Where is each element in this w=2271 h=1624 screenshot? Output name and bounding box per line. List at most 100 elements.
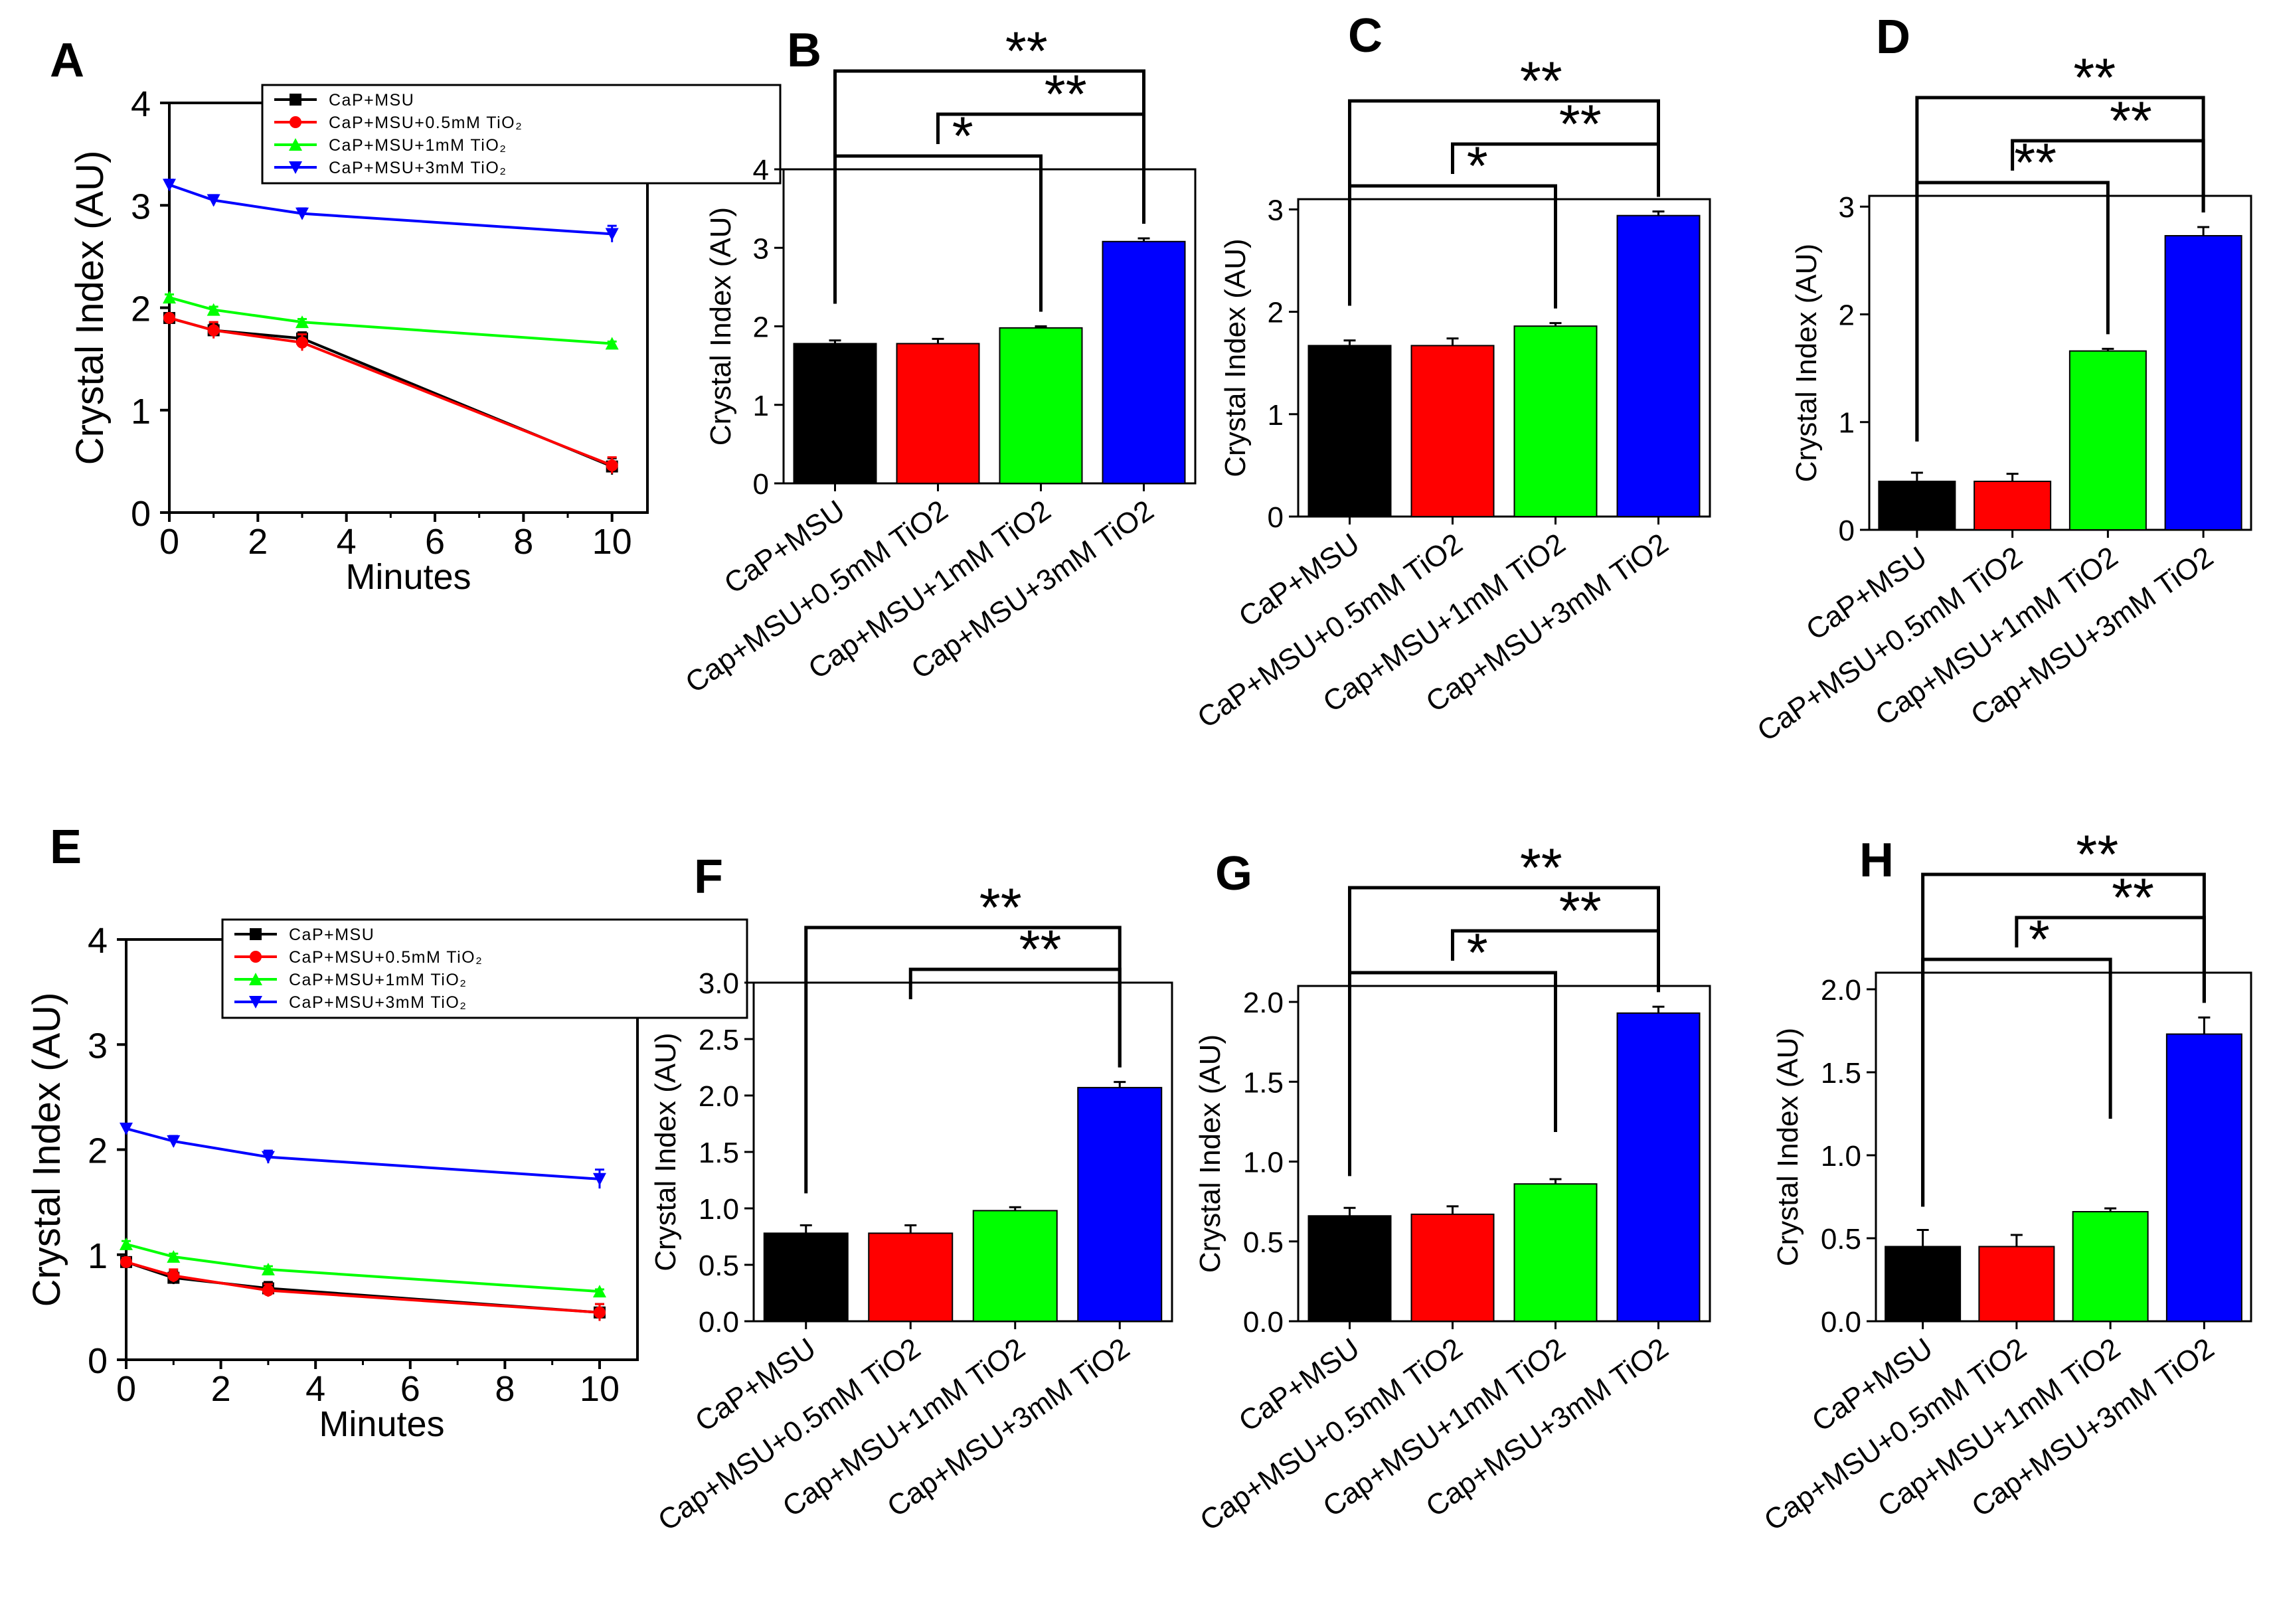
series-line <box>126 1127 600 1180</box>
series-line <box>169 296 612 345</box>
y-axis-label: Crystal Index (AU) <box>1790 244 1823 482</box>
plot-frame <box>1868 195 2252 531</box>
bar <box>2164 235 2242 530</box>
plot-frame <box>1297 198 1711 518</box>
y-tick-label: 0.5 <box>1243 1226 1284 1259</box>
significance-bracket <box>1348 184 1557 309</box>
legend-label: CaP+MSU+0.5mM TiO₂ <box>329 114 523 132</box>
bar <box>999 327 1083 484</box>
data-point <box>261 1262 275 1275</box>
bar <box>1513 1183 1598 1322</box>
x-tick-label: 10 <box>580 1369 620 1409</box>
bar <box>1102 240 1186 484</box>
legend-marker <box>289 161 302 174</box>
y-tick-label: 0.0 <box>1821 1306 1861 1339</box>
y-tick-label: 2.0 <box>699 1080 739 1113</box>
legend-marker <box>250 951 262 963</box>
bar <box>1307 1215 1392 1323</box>
y-tick-label: 3.0 <box>699 967 739 1000</box>
significance-label: ** <box>2076 825 2118 885</box>
data-point <box>296 336 308 349</box>
y-axis-label: Crystal Index (AU) <box>1219 238 1252 477</box>
y-tick-label: 2 <box>753 311 769 344</box>
y-tick-label: 4 <box>753 154 769 187</box>
y-tick-label: 1.0 <box>699 1193 739 1226</box>
significance-label: * <box>1467 136 1488 197</box>
panel-letter: E <box>50 821 82 874</box>
y-tick-label: 0 <box>88 1341 108 1381</box>
bar <box>1307 345 1392 517</box>
bar <box>972 1210 1058 1323</box>
panel-letter: A <box>50 34 84 87</box>
data-point <box>295 207 309 220</box>
y-axis-label: Crystal Index (AU) <box>649 1032 682 1271</box>
x-tick-label: 6 <box>400 1369 420 1409</box>
legend-marker <box>250 928 262 940</box>
data-point <box>207 324 220 337</box>
data-point <box>163 179 176 192</box>
data-point <box>163 291 176 304</box>
significance-bracket <box>1348 886 1660 1177</box>
data-point <box>167 1269 180 1282</box>
x-tick-label: 8 <box>495 1369 515 1409</box>
bar <box>1513 325 1598 517</box>
y-tick-label: 4 <box>131 84 151 124</box>
y-tick-label: 3 <box>1268 194 1284 226</box>
y-tick-label: 0.5 <box>1821 1223 1861 1256</box>
data-point <box>605 228 619 241</box>
data-point <box>207 303 220 316</box>
bar <box>1616 1012 1701 1323</box>
y-tick-label: 3 <box>1839 191 1855 224</box>
y-tick-label: 1 <box>131 392 151 432</box>
x-axis-label: Minutes <box>345 557 471 597</box>
legend-label: CaP+MSU <box>289 926 375 944</box>
panel-letter: B <box>787 24 821 77</box>
y-tick-label: 0 <box>1839 515 1855 547</box>
significance-label: ** <box>2110 91 2152 151</box>
bar <box>896 343 980 485</box>
x-tick-label: 2 <box>211 1369 231 1409</box>
significance-bracket <box>833 154 1043 312</box>
legend-marker <box>290 94 301 106</box>
y-tick-label: 1 <box>88 1236 108 1276</box>
significance-label: ** <box>1005 21 1048 82</box>
bar <box>1885 1246 1962 1322</box>
bar <box>1410 345 1495 517</box>
panel-letter: H <box>1859 834 1894 887</box>
x-tick-label: 8 <box>513 522 533 562</box>
significance-bracket <box>833 69 1145 304</box>
significance-label: ** <box>1045 64 1087 125</box>
legend-label: CaP+MSU+1mM TiO₂ <box>329 136 507 155</box>
data-point <box>120 1237 133 1250</box>
y-tick-label: 0.5 <box>699 1250 739 1282</box>
y-tick-label: 2.0 <box>1243 987 1284 1019</box>
data-point <box>593 1306 606 1319</box>
y-tick-label: 0 <box>1268 501 1284 534</box>
y-tick-label: 1.5 <box>1821 1057 1861 1090</box>
panel-letter: C <box>1348 9 1383 62</box>
y-tick-label: 2 <box>131 289 151 329</box>
data-point <box>167 1250 181 1263</box>
series-line <box>126 1260 600 1314</box>
bar <box>793 343 877 485</box>
legend-marker <box>289 138 302 151</box>
y-tick-label: 0 <box>753 468 769 501</box>
legend-box <box>221 918 748 1019</box>
significance-bracket <box>804 926 1122 1194</box>
y-axis-label: Crystal Index (AU) <box>1194 1034 1226 1273</box>
data-point <box>261 1151 275 1164</box>
significance-label: ** <box>1559 94 1602 155</box>
y-tick-label: 1 <box>1268 399 1284 432</box>
data-point <box>120 1256 132 1268</box>
significance-label: ** <box>2014 133 2057 193</box>
bar <box>868 1232 954 1323</box>
significance-label: ** <box>1520 51 1562 112</box>
y-tick-label: 2 <box>88 1131 108 1171</box>
x-axis-label: Minutes <box>319 1404 444 1444</box>
significance-label: ** <box>1019 920 1062 980</box>
y-tick-label: 1.0 <box>1821 1140 1861 1173</box>
y-tick-label: 3 <box>753 232 769 265</box>
x-tick-label: 4 <box>337 522 357 562</box>
